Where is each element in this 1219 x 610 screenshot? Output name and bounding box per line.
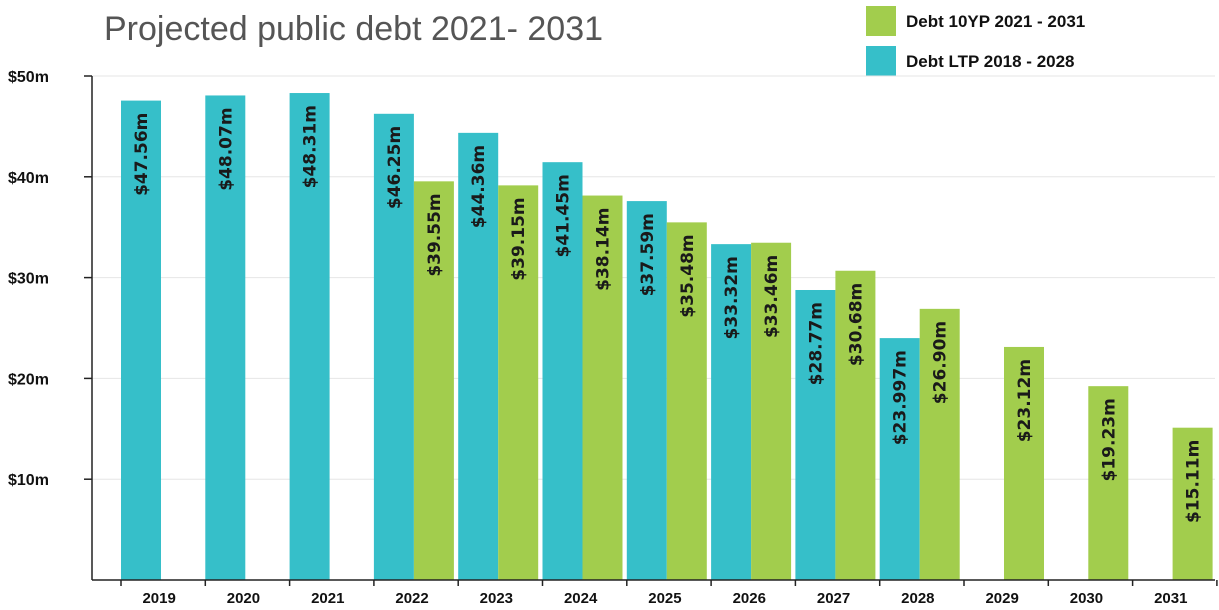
bar: [498, 185, 539, 581]
data-label: $48.07m: [216, 107, 236, 190]
x-tick-label: 2019: [142, 590, 175, 607]
data-label: $23.997m: [891, 350, 911, 445]
x-tick-label: 2023: [480, 590, 513, 607]
y-axis: $10m $20m $30m $40m $50m: [8, 69, 93, 580]
y-tick-label: $10m: [8, 472, 49, 489]
data-label: $15.11m: [1184, 440, 1204, 523]
bar: [626, 201, 667, 580]
y-tick-label: $50m: [8, 69, 49, 86]
legend-label: Debt LTP 2018 - 2028: [906, 52, 1075, 71]
x-tick-label: 2030: [1070, 590, 1103, 607]
bar: [1004, 346, 1044, 580]
bar: [1088, 386, 1129, 580]
bar: [666, 222, 707, 580]
data-label: $33.46m: [762, 255, 782, 338]
x-tick-label: 2022: [395, 590, 428, 607]
data-label: $39.55m: [425, 193, 445, 276]
data-label: $41.45m: [554, 174, 574, 257]
data-label: $39.15m: [509, 197, 529, 280]
data-label: $33.32m: [722, 256, 742, 339]
chart-title: Projected public debt 2021- 2031: [104, 10, 603, 48]
data-label: $38.14m: [594, 208, 614, 291]
x-tick-label: 2028: [901, 590, 934, 607]
data-label: $23.12m: [1015, 359, 1035, 442]
legend-swatch: [866, 46, 896, 76]
x-tick-label: 2026: [733, 590, 766, 607]
x-tick-label: 2031: [1154, 590, 1187, 607]
bar: [205, 95, 246, 580]
x-tick-label: 2027: [817, 590, 850, 607]
data-label: $44.36m: [469, 145, 489, 228]
legend: Debt 10YP 2021 - 2031 Debt LTP 2018 - 202…: [866, 6, 1085, 76]
bars: $47.56m $48.07m $48.31m $46.25m $39.55m $44.3…: [121, 93, 1213, 581]
data-label: $26.90m: [931, 321, 951, 404]
bar: [795, 289, 836, 580]
bar: [458, 132, 499, 580]
bar: [289, 93, 330, 580]
bar: [582, 195, 623, 580]
x-tick-label: 2021: [311, 590, 344, 607]
bar: [751, 242, 792, 580]
x-tick-label: 2029: [985, 590, 1018, 607]
x-tick-label: 2025: [648, 590, 681, 607]
data-label: $46.25m: [385, 126, 405, 209]
legend-swatch: [866, 6, 896, 36]
y-tick-label: $30m: [8, 271, 49, 288]
bar: [879, 338, 920, 580]
x-tick-label: 2024: [564, 590, 598, 607]
data-label: $30.68m: [846, 283, 866, 366]
x-axis: 2019 2020 2021 2022 2023 2024 2025 2026 2027 2028…: [92, 579, 1218, 607]
data-label: $28.77m: [806, 302, 826, 385]
bar: [542, 162, 583, 580]
y-tick-label: $20m: [8, 371, 49, 388]
data-label: $19.23m: [1099, 398, 1119, 481]
data-label: $35.48m: [678, 234, 698, 317]
bar: [1172, 427, 1213, 580]
bar: [711, 244, 752, 580]
data-label: $37.59m: [638, 213, 658, 296]
data-label: $47.56m: [132, 113, 152, 196]
bar: [835, 270, 876, 580]
x-tick-label: 2020: [227, 590, 260, 607]
bar: [919, 308, 960, 580]
data-label: $48.31m: [301, 105, 321, 188]
legend-label: Debt 10YP 2021 - 2031: [906, 12, 1085, 31]
bar: [373, 113, 414, 581]
bar: [413, 181, 454, 580]
y-tick-label: $40m: [8, 170, 49, 187]
bar: [121, 100, 161, 580]
